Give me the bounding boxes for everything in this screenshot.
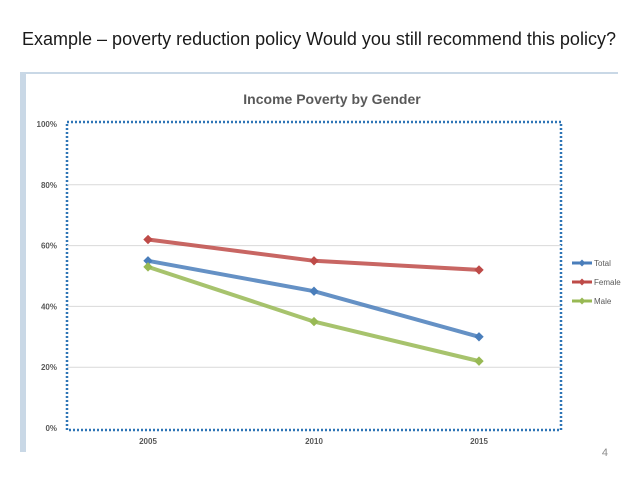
data-point-female xyxy=(309,256,319,266)
x-axis-ticks: 2005 2010 2015 xyxy=(139,437,488,446)
y-tick-label: 0% xyxy=(45,424,57,433)
x-tick-label: 2005 xyxy=(139,437,157,446)
data-point-male xyxy=(143,262,153,272)
y-tick-label: 100% xyxy=(37,120,57,129)
frame-accent-bar xyxy=(20,72,26,452)
data-point-female xyxy=(143,234,153,245)
data-point-male xyxy=(474,356,484,366)
grid-lines xyxy=(67,184,561,368)
data-point-male xyxy=(309,316,319,327)
legend-marker-male xyxy=(578,297,586,305)
series-line-female xyxy=(146,237,481,272)
y-tick-label: 60% xyxy=(41,242,57,251)
y-axis-ticks: 0% 20% 40% 60% 80% 100% xyxy=(37,120,57,433)
plot-area-border xyxy=(65,120,563,432)
legend-marker-total xyxy=(578,259,586,267)
frame-top-bar xyxy=(20,72,618,74)
x-tick-label: 2010 xyxy=(305,437,323,446)
data-point-total xyxy=(474,332,484,342)
y-tick-label: 40% xyxy=(41,302,57,311)
page-number: 4 xyxy=(601,447,608,459)
chart-title: Income Poverty by Gender xyxy=(243,91,421,107)
legend: Total Female Male xyxy=(572,259,621,306)
chart-frame xyxy=(20,72,618,452)
series-lines xyxy=(143,234,484,366)
series-line-male xyxy=(146,264,481,364)
legend-label-total: Total xyxy=(594,259,611,268)
legend-label-female: Female xyxy=(594,278,621,287)
data-point-total xyxy=(309,286,319,296)
y-tick-label: 80% xyxy=(41,181,57,190)
legend-label-male: Male xyxy=(594,297,612,306)
legend-marker-female xyxy=(578,278,586,286)
data-point-female xyxy=(474,265,484,275)
slide-title: Example – poverty reduction policy Would… xyxy=(22,29,616,49)
y-tick-label: 20% xyxy=(41,363,57,372)
x-tick-label: 2015 xyxy=(470,437,488,446)
